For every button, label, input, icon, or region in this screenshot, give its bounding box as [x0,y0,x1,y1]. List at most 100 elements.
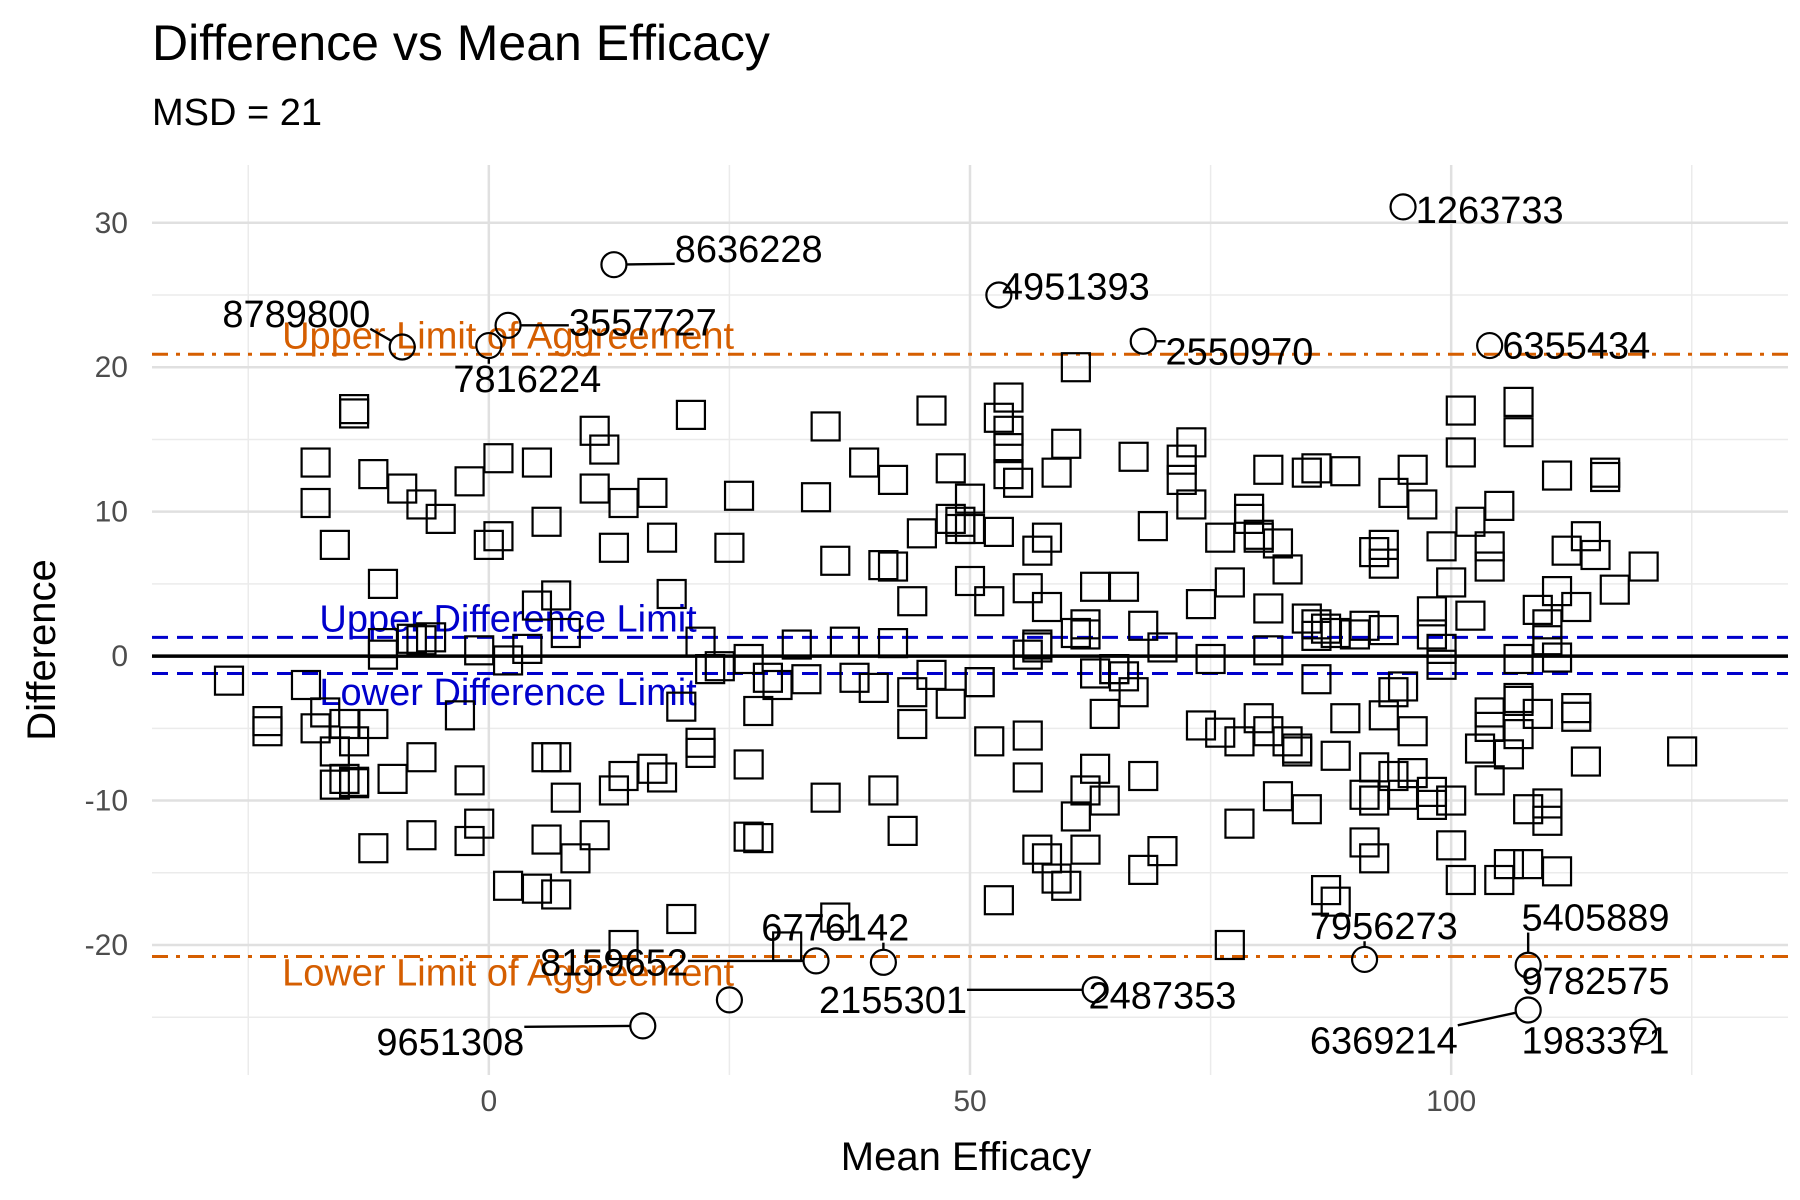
square-point [954,565,986,597]
square-point [1214,929,1245,961]
square-point [338,398,370,429]
square-point [1128,760,1159,792]
square-point [579,820,610,851]
square-point [714,532,745,563]
circle-point [1514,951,1542,979]
square-point [1561,693,1592,724]
square-point [1128,610,1159,641]
square-point [1099,654,1130,685]
square-point [290,669,322,701]
square-point [406,742,437,773]
square-point [1561,591,1592,623]
y-tick-label: -20 [85,929,128,962]
square-point [598,532,630,563]
square-point [1474,551,1505,582]
square-point [1320,740,1351,771]
square-point [252,716,283,747]
annotation-leader-line [524,1024,630,1028]
square-point [1022,632,1053,663]
square-point [358,459,389,490]
square-point [695,654,726,685]
x-axis-label: Mean Efficacy [841,1135,1092,1179]
axis-tick-labels: 0 50 100 -20 -10 0 10 20 30 [85,207,1477,1118]
circle-point [985,281,1013,309]
square-point [723,480,755,511]
square-point [512,633,543,664]
circle-point [1476,331,1504,360]
square-point [1089,698,1120,729]
circle-point [475,331,503,360]
square-point [1387,671,1419,702]
square-point [319,529,350,560]
square-point [1503,719,1534,750]
square-point [1503,682,1534,714]
y-tick-label: 0 [111,640,128,673]
square-point [1233,493,1265,524]
y-tick-label: 30 [95,207,128,240]
square-point [743,695,774,727]
square-point [1060,801,1091,832]
square-point [810,782,841,813]
square-point [1262,528,1294,559]
square-point [338,768,370,799]
square-point [983,885,1014,916]
square-point [743,823,774,854]
square-point [993,433,1024,464]
square-point [483,521,514,552]
square-point [1310,875,1342,906]
square-point [858,672,889,703]
square-point [1060,617,1091,649]
square-point [646,762,678,793]
square-point [993,459,1024,490]
square-point [1051,870,1082,901]
square-point [993,415,1024,446]
square-point [877,628,909,659]
square-point [338,766,370,797]
point-label: 2550970 [1165,331,1313,373]
square-point [1166,444,1197,475]
square-point [1291,457,1322,488]
point-label: 9651308 [376,1022,524,1064]
square-point [1108,661,1140,692]
square-point [1426,633,1457,664]
square-point [685,727,716,758]
point-label: 6355434 [1502,326,1650,368]
square-point [935,453,966,484]
square-point [1541,642,1573,673]
square-point [1301,609,1332,640]
square-point [1185,710,1217,741]
square-point [897,677,928,708]
square-point [916,659,947,690]
square-point [781,629,812,660]
square-point [1513,849,1544,880]
y-tick-label: -10 [85,785,128,818]
square-point [1493,849,1525,880]
square-point [1070,609,1101,640]
square-point [666,903,697,935]
square-point [1012,720,1043,751]
square-point [1291,794,1322,825]
square-point [1253,454,1284,485]
square-point [1176,427,1207,458]
square-point [1012,762,1043,793]
square-point [377,763,408,794]
square-point [675,399,707,430]
square-point [358,708,389,740]
square-point [1330,456,1361,487]
square-point [839,662,870,693]
square-point [1128,854,1159,885]
square-point [1590,457,1621,488]
square-point [1368,700,1399,731]
square-point [1541,856,1573,887]
square-point [906,518,937,549]
annotation-leader-line [626,262,675,266]
square-point [945,506,976,537]
square-point [1253,593,1284,624]
point-label: 7956273 [1310,906,1458,948]
square-point [1541,576,1573,607]
square-point [685,737,716,768]
square-point [1147,836,1178,867]
square-point [1474,531,1505,562]
square-point [1436,785,1467,816]
square-point [1416,789,1448,820]
